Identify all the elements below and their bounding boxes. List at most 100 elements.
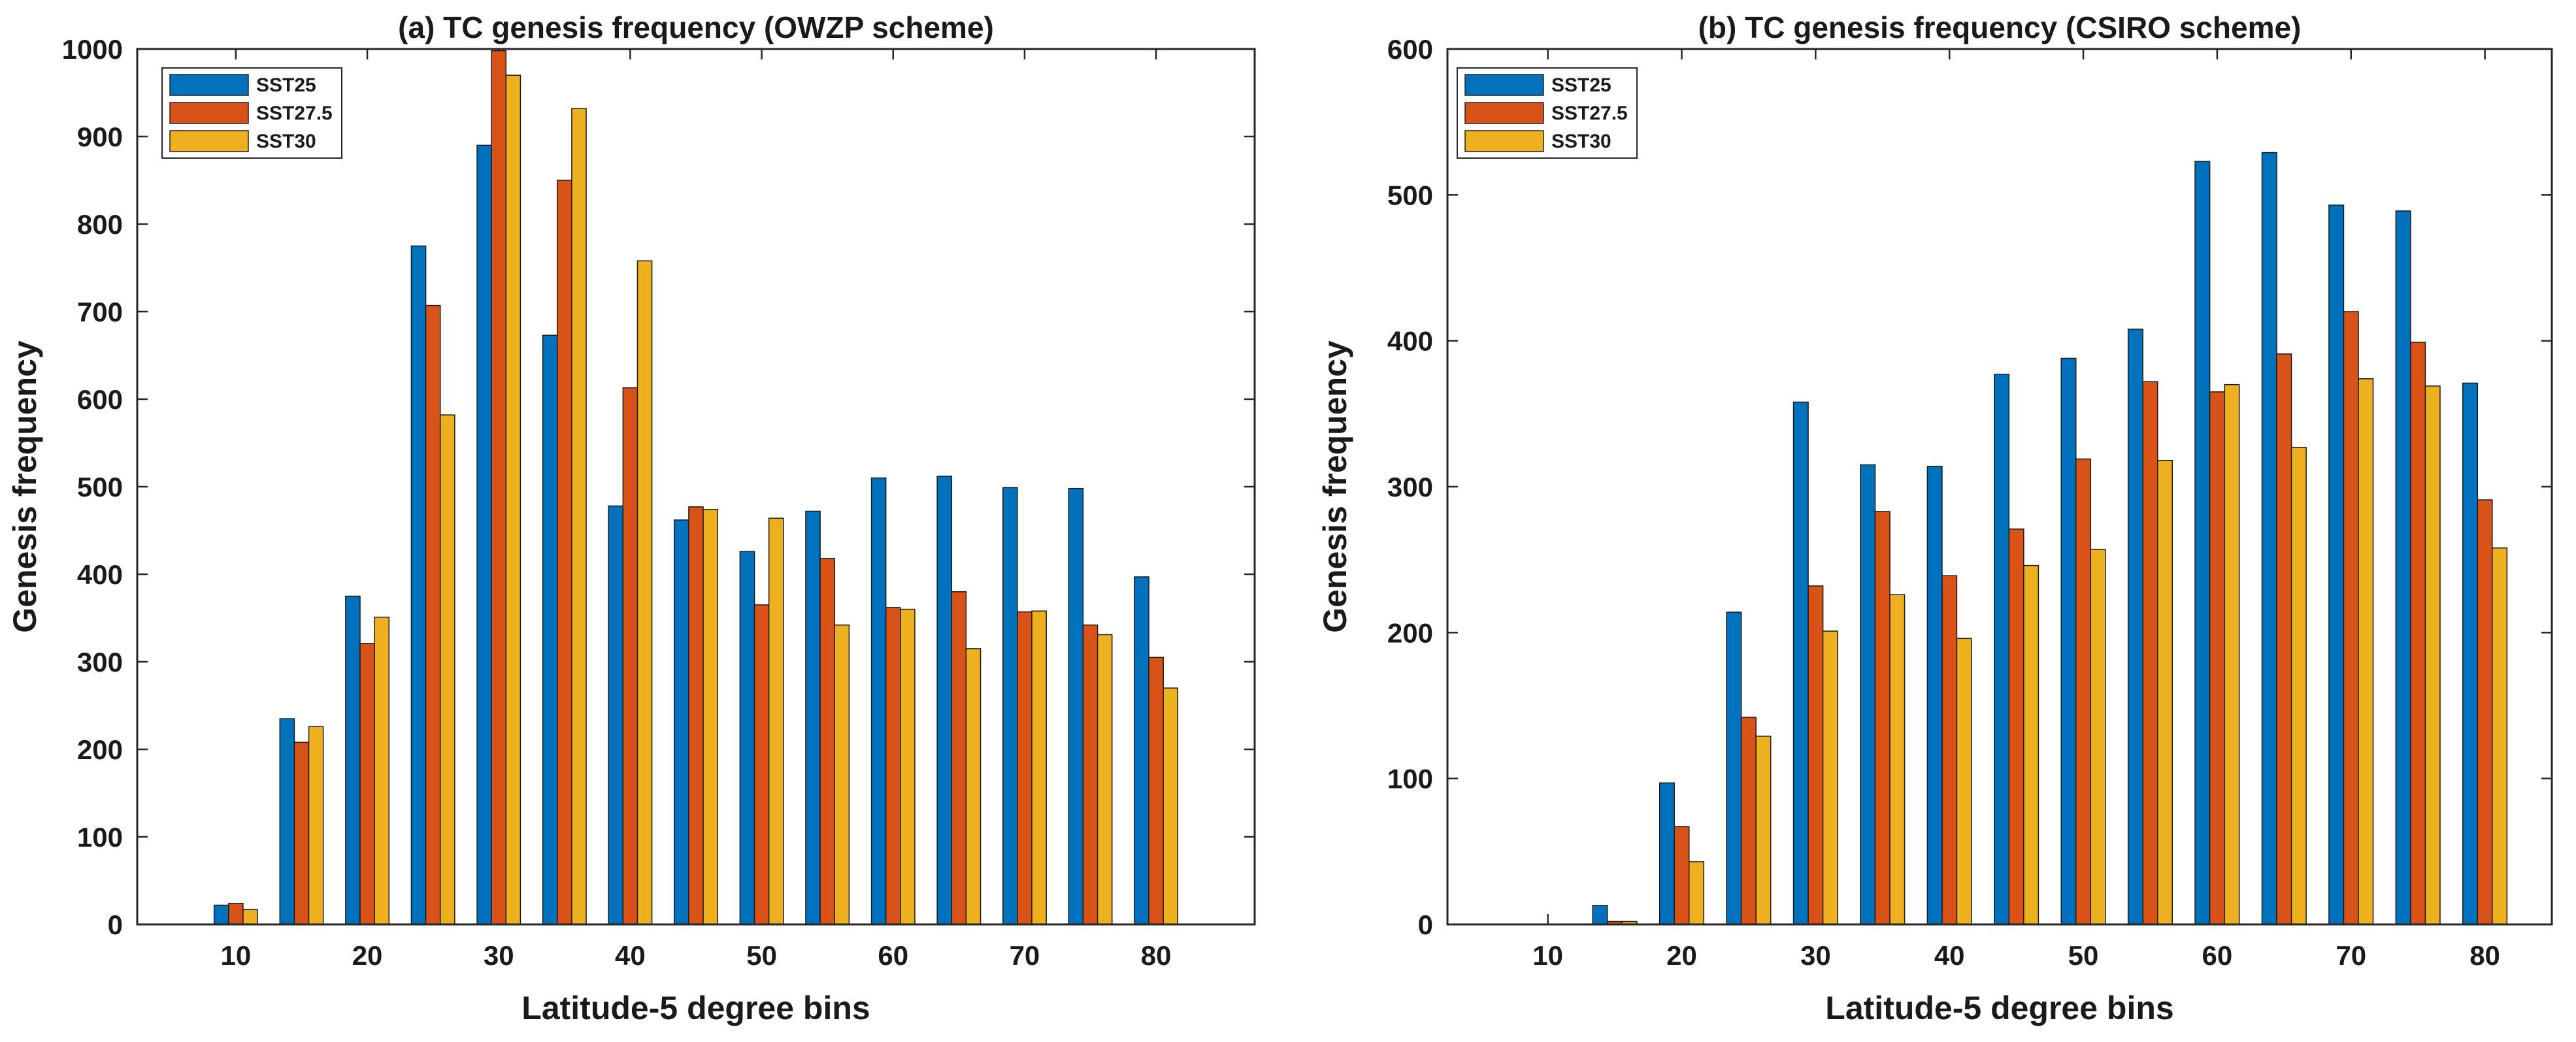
- bar-sst27-5-60: [2209, 391, 2225, 925]
- bar-sst27-5-75: [1082, 624, 1098, 925]
- x-tick-label: 50: [2068, 940, 2099, 971]
- bar-sst27-5-20: [359, 643, 375, 925]
- x-tick-label: 10: [221, 940, 252, 971]
- chart-b-frame: [1446, 48, 2553, 926]
- bar-sst30-65: [2290, 446, 2307, 925]
- chart-a-bars: [213, 50, 1179, 925]
- y-tick-label: 0: [1418, 909, 1433, 940]
- bar-sst25-20: [345, 595, 361, 925]
- x-tick-label: 20: [1666, 940, 1697, 971]
- bar-sst30-60: [2224, 383, 2240, 925]
- x-tick-label: 30: [484, 940, 514, 971]
- bar-sst25-30: [476, 144, 492, 925]
- bar-sst25-35: [1860, 464, 1876, 925]
- bar-sst27-5-35: [557, 180, 572, 925]
- bar-sst27-5-40: [622, 387, 638, 925]
- bar-sst27-5-65: [951, 591, 967, 925]
- bar-sst30-70: [2358, 378, 2374, 925]
- bar-sst27-5-50: [2075, 458, 2092, 925]
- bar-sst27-5-70: [1017, 611, 1032, 925]
- y-tick-label: 100: [77, 822, 123, 853]
- legend-a-swatch-sst27-5: [169, 102, 249, 124]
- bar-sst27-5-15: [293, 741, 310, 925]
- bar-sst27-5-65: [2276, 353, 2292, 925]
- bar-sst30-45: [702, 509, 718, 925]
- bar-sst27-5-30: [491, 50, 507, 925]
- y-tick-label: 300: [1387, 472, 1433, 502]
- bar-sst30-80: [2492, 547, 2508, 925]
- bar-sst25-50: [2060, 357, 2077, 925]
- chart-b-x-label: Latitude-5 degree bins: [1825, 990, 2173, 1026]
- bar-sst25-30: [1792, 401, 1809, 925]
- bar-sst25-35: [542, 334, 558, 925]
- legend-b-swatch-sst30: [1464, 130, 1544, 152]
- legend-a-swatch-sst25: [169, 74, 249, 96]
- bar-sst25-55: [2127, 329, 2143, 925]
- chart-a-y-label: Genesis frequency: [7, 340, 43, 633]
- bar-sst25-80: [1134, 576, 1149, 925]
- bar-sst27-5-70: [2343, 311, 2359, 925]
- legend-b-label-sst25: SST25: [1551, 74, 1611, 96]
- bar-sst25-25: [410, 245, 427, 925]
- y-tick-label: 700: [77, 297, 123, 327]
- panel-a: (a) TC genesis frequency (OWZP scheme) 0…: [7, 10, 1256, 1026]
- bar-sst30-30: [505, 74, 521, 925]
- bar-sst25-10: [213, 904, 229, 925]
- bar-sst25-75: [1068, 487, 1084, 925]
- bar-sst27-5-80: [2477, 499, 2493, 925]
- y-tick-label: 500: [77, 472, 123, 502]
- bar-sst25-20: [1659, 782, 1675, 925]
- y-tick-label: 800: [77, 209, 123, 240]
- bar-sst30-40: [636, 260, 653, 925]
- bar-sst30-20: [374, 616, 390, 925]
- bar-sst30-35: [571, 108, 587, 925]
- y-tick-label: 1000: [62, 34, 123, 65]
- bar-sst27-5-40: [1941, 575, 1958, 925]
- bar-sst27-5-80: [1148, 657, 1164, 925]
- bar-sst27-5-25: [1740, 717, 1757, 925]
- x-tick-label: 40: [1934, 940, 1965, 971]
- chart-a-legend: SST25 SST27.5 SST30: [161, 67, 342, 159]
- bar-sst30-50: [768, 517, 784, 925]
- bar-sst30-45: [2023, 564, 2039, 925]
- bar-sst30-80: [1163, 687, 1179, 925]
- legend-b-label-sst27-5: SST27.5: [1551, 103, 1628, 124]
- bar-sst30-30: [1822, 630, 1838, 925]
- y-tick-label: 200: [1387, 617, 1433, 648]
- x-tick-label: 60: [2202, 940, 2233, 971]
- bar-sst27-5-50: [753, 604, 770, 925]
- bar-sst25-15: [1592, 905, 1608, 925]
- bar-sst30-40: [1956, 638, 1972, 925]
- bar-sst25-65: [2261, 152, 2277, 925]
- x-tick-label: 80: [2469, 940, 2500, 971]
- bar-sst25-45: [1994, 374, 2010, 925]
- bar-sst25-40: [608, 505, 624, 925]
- y-tick-label: 500: [1387, 180, 1433, 210]
- chart-a-x-label: Latitude-5 degree bins: [521, 990, 870, 1026]
- y-tick-label: 200: [77, 734, 123, 765]
- legend-a-label-sst30: SST30: [256, 131, 316, 152]
- bar-sst30-35: [1889, 594, 1906, 925]
- y-tick-label: 900: [77, 122, 123, 152]
- bar-sst25-50: [739, 551, 755, 925]
- x-tick-label: 10: [1532, 940, 1563, 971]
- bar-sst27-5-55: [819, 558, 835, 925]
- bar-sst30-55: [834, 624, 850, 925]
- panel-b: (b) TC genesis frequency (CSIRO scheme) …: [1317, 10, 2553, 1026]
- bar-sst27-5-35: [1874, 511, 1891, 925]
- bar-sst30-50: [2090, 549, 2106, 925]
- chart-b-legend: SST25 SST27.5 SST30: [1457, 67, 1638, 159]
- legend-a-swatch-sst30: [169, 130, 249, 152]
- chart-a-x-tick-labels: 10 20 30 40 50 60 70 80: [221, 940, 1172, 971]
- bar-sst30-20: [1689, 861, 1705, 925]
- bar-sst27-5-60: [885, 607, 901, 925]
- x-tick-label: 30: [1800, 940, 1831, 971]
- bar-sst27-5-25: [425, 304, 441, 925]
- bar-sst30-10: [242, 909, 258, 925]
- y-tick-label: 0: [108, 909, 123, 940]
- x-tick-label: 80: [1141, 940, 1172, 971]
- chart-a-frame: [136, 48, 1256, 926]
- bar-sst30-75: [1097, 634, 1113, 925]
- bar-sst30-65: [965, 648, 982, 925]
